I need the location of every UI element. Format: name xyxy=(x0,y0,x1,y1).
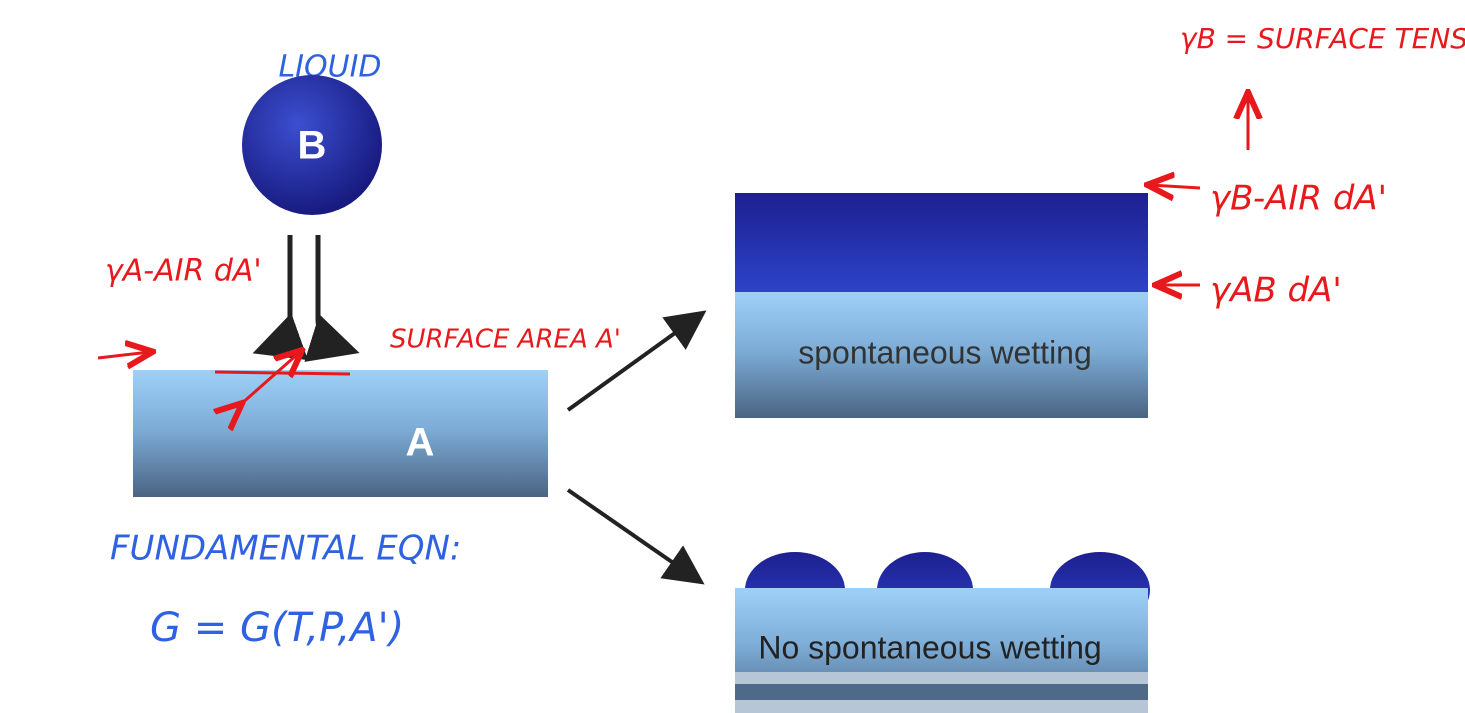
annotation: γAB dA' xyxy=(1210,271,1342,311)
arrow xyxy=(240,352,300,405)
drop-label: B xyxy=(298,124,327,168)
drop xyxy=(242,75,382,215)
equation-heading: FUNDAMENTAL EQN: xyxy=(110,529,461,569)
arrow xyxy=(1150,185,1201,188)
liquid-layer xyxy=(735,193,1148,292)
outcome-label: spontaneous wetting xyxy=(798,334,1092,370)
annotation: γB-AIR dA' xyxy=(1210,179,1387,219)
annotation: γA-AIR dA' xyxy=(105,254,262,289)
arrow xyxy=(566,488,705,585)
stripe xyxy=(735,700,1148,713)
arrow xyxy=(566,310,707,412)
substrate xyxy=(133,370,548,497)
substrate-label: A xyxy=(406,421,435,465)
arrow xyxy=(252,235,309,361)
stripe xyxy=(735,672,1148,684)
stripe xyxy=(735,684,1148,700)
substrate xyxy=(735,292,1148,418)
equation: G = G(T,P,A') xyxy=(150,605,404,651)
annotation: γB = SURFACE TENSION xyxy=(1180,22,1465,55)
area-line xyxy=(214,370,351,376)
arrow xyxy=(97,352,150,358)
outcome-label: No spontaneous wetting xyxy=(758,629,1101,665)
annotation: SURFACE AREA A' xyxy=(390,325,621,355)
arrow xyxy=(304,235,360,362)
